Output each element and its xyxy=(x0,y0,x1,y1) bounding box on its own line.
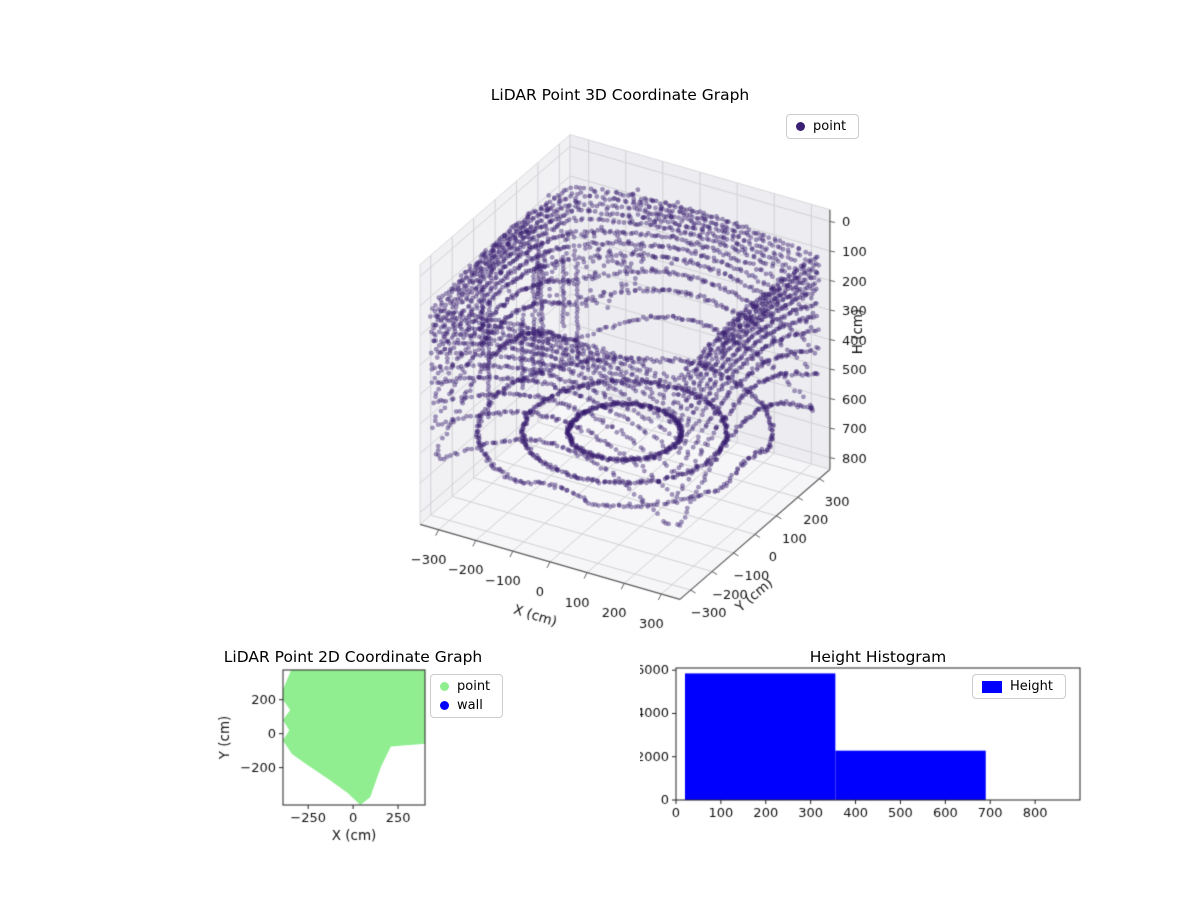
legend-item-point: point xyxy=(440,680,490,693)
point-marker-icon xyxy=(440,682,449,691)
legend-item-height: Height xyxy=(982,680,1053,693)
histogram-title: Height Histogram xyxy=(809,648,947,666)
legend-label: wall xyxy=(457,698,483,713)
legend-item-point: point xyxy=(796,120,846,133)
legend-label: point xyxy=(457,679,491,694)
point-marker-icon xyxy=(796,122,805,131)
height-swatch-icon xyxy=(982,680,1002,693)
plot2d-title: LiDAR Point 2D Coordinate Graph xyxy=(223,648,483,666)
legend-label: point xyxy=(813,119,847,134)
plot3d-legend: point xyxy=(786,114,860,139)
histogram-legend: Height xyxy=(972,674,1066,699)
legend-item-wall: wall xyxy=(440,699,490,712)
wall-marker-icon xyxy=(440,701,449,710)
plot3d-canvas xyxy=(330,95,910,670)
plot3d-title: LiDAR Point 3D Coordinate Graph xyxy=(490,86,750,104)
plot2d-legend: point wall xyxy=(430,674,504,718)
legend-label: Height xyxy=(1010,679,1053,694)
